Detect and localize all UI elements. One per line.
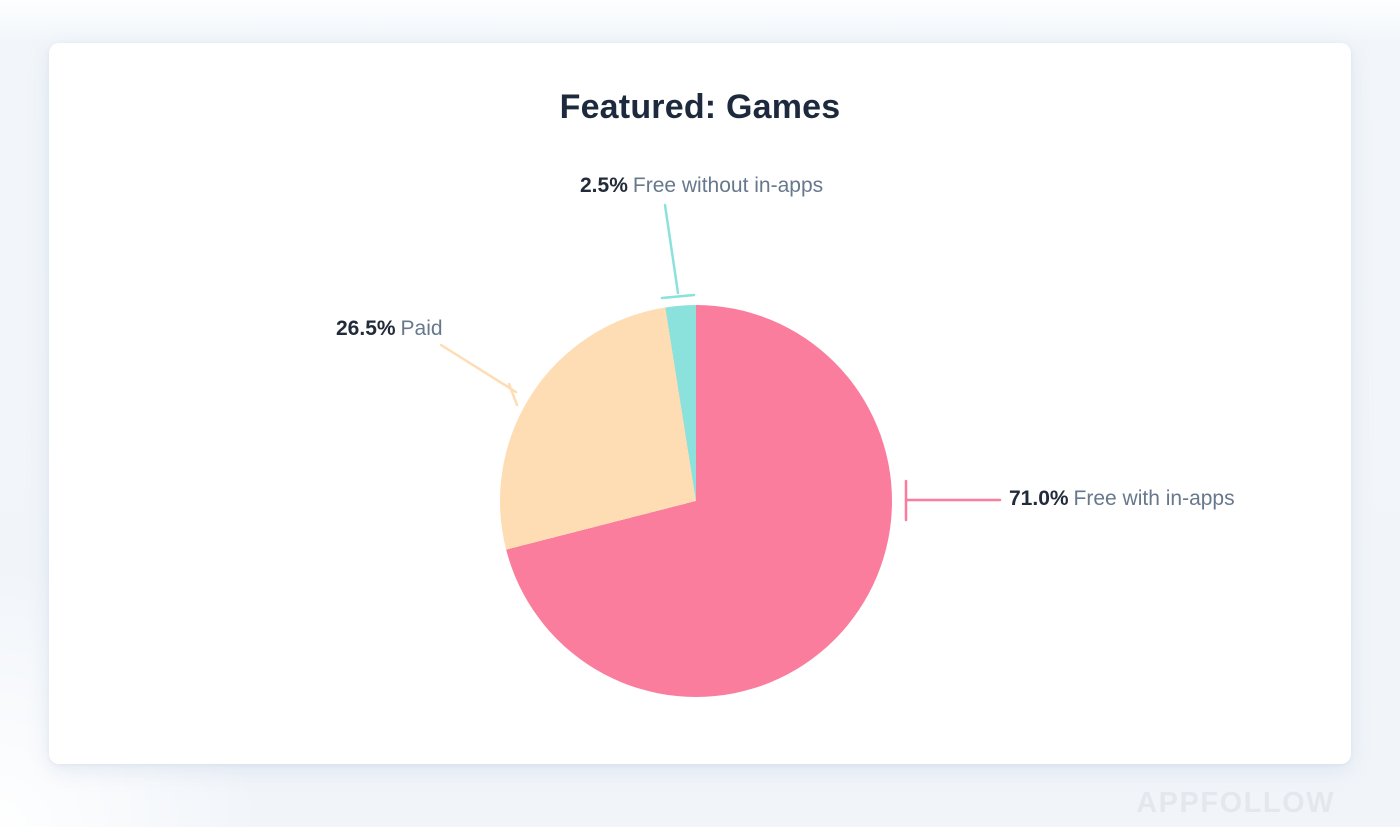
callout-name: Free with in-apps — [1073, 487, 1235, 510]
callout-name: Paid — [400, 317, 443, 340]
callout-label-paid: 26.5% Paid — [336, 316, 443, 342]
callout-value: 2.5% — [580, 174, 628, 197]
watermark: APPFOLLOW — [1136, 787, 1335, 819]
callout-label-free-without-in-apps: 2.5% Free without in-apps — [580, 173, 823, 199]
callout-value: 71.0% — [1009, 487, 1069, 510]
callout-label-free-with-in-apps: 71.0% Free with in-apps — [1009, 486, 1235, 512]
callout-value: 26.5% — [336, 317, 396, 340]
pie-chart[interactable] — [500, 305, 892, 697]
chart-title: Featured: Games — [559, 88, 841, 126]
callout-name: Free without in-apps — [632, 174, 824, 197]
